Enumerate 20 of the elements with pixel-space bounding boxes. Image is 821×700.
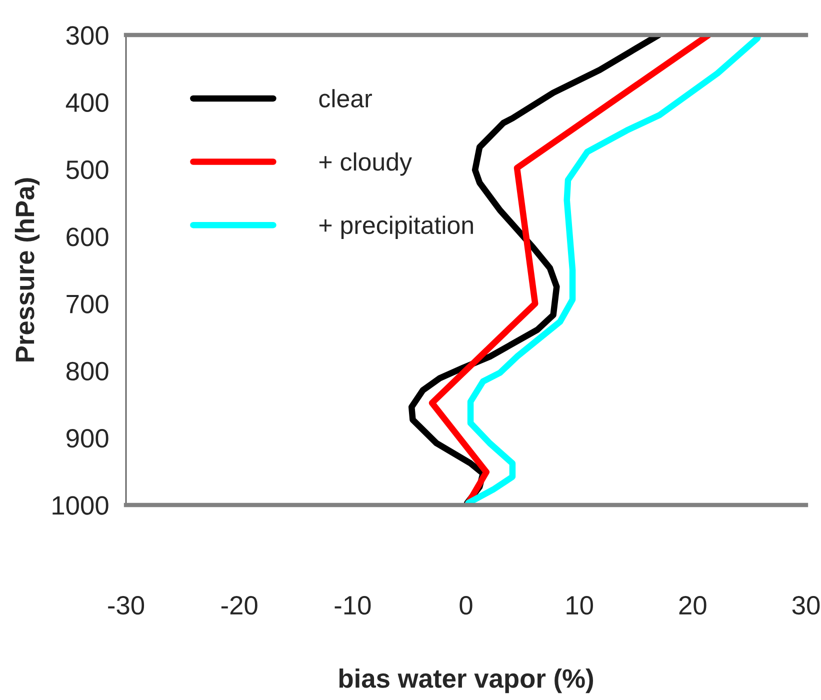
y-tick-label: 900 <box>66 428 108 448</box>
y-tick-label: 1000 <box>52 496 108 515</box>
y-tick-label: 400 <box>66 93 108 112</box>
x-tick-label: 10 <box>566 596 593 615</box>
y-tick-label: 700 <box>66 294 108 314</box>
x-tick-label: 30 <box>792 596 820 615</box>
y-tick-label: 600 <box>66 228 108 246</box>
legend-label: + precipitation <box>319 216 473 240</box>
x-tick-label: 20 <box>679 596 706 615</box>
legend-label: + cloudy <box>319 152 412 176</box>
y-tick-label: 800 <box>66 362 108 381</box>
legend-label: clear <box>319 89 372 108</box>
x-tick-label: -20 <box>221 596 258 615</box>
x-axis-title: bias water vapor (%) <box>339 668 594 694</box>
y-tick-label: 500 <box>66 160 108 180</box>
y-axis-title: Pressure (hPa) <box>14 178 40 362</box>
x-tick-label: 0 <box>460 596 472 615</box>
y-tick-label: 300 <box>66 26 108 45</box>
x-tick-label: -30 <box>108 596 144 615</box>
x-tick-label: -10 <box>334 596 371 615</box>
